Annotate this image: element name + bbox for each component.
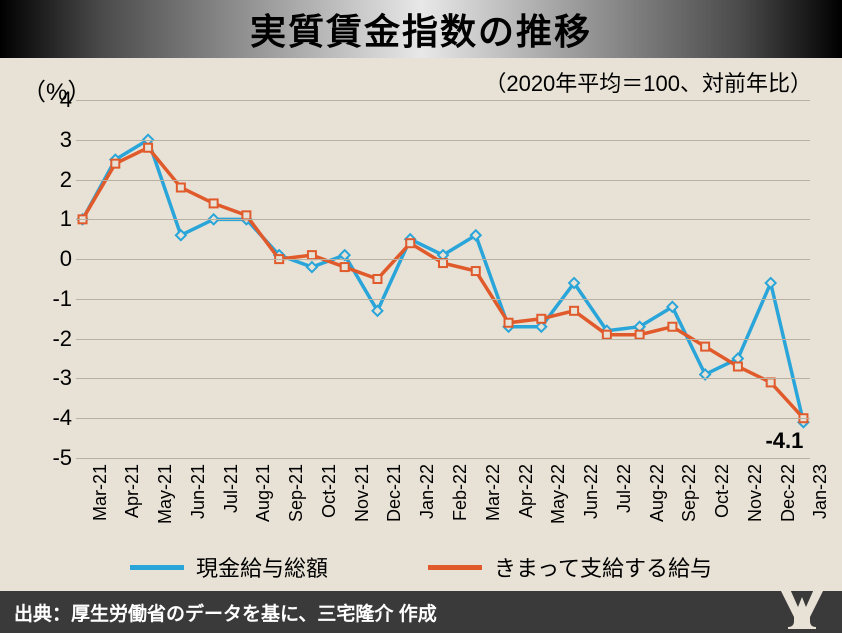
xtick-label: Sep-22	[679, 464, 700, 522]
plot-area	[76, 100, 810, 458]
xtick-label: Apr-22	[516, 464, 537, 518]
data-marker	[767, 378, 775, 386]
xtick-label: Dec-21	[384, 464, 405, 522]
ytick-label: -1	[32, 286, 72, 312]
ytick-label: 4	[32, 87, 72, 113]
xtick-label: Aug-22	[647, 464, 668, 522]
data-marker	[144, 144, 152, 152]
legend-label-2: きまって支給する給与	[494, 551, 712, 583]
data-marker	[505, 319, 513, 327]
source-text: 出典：厚生労働省のデータを基に、三宅隆介 作成	[14, 599, 437, 626]
data-marker	[111, 160, 119, 168]
legend-item-2: きまって支給する給与	[428, 551, 712, 583]
data-marker	[373, 275, 381, 283]
xtick-label: Aug-21	[253, 464, 274, 522]
chart-title: 実質賃金指数の推移	[250, 3, 592, 55]
gridline	[76, 418, 810, 419]
data-marker	[668, 323, 676, 331]
gridline	[76, 100, 810, 101]
gridline	[76, 458, 810, 459]
xtick-label: Jun-22	[581, 464, 602, 519]
ytick-label: 1	[32, 206, 72, 232]
data-marker	[406, 239, 414, 247]
ytick-label: 2	[32, 167, 72, 193]
data-marker	[307, 262, 317, 272]
xtick-label: Nov-21	[352, 464, 373, 522]
source-footer: 出典：厚生労働省のデータを基に、三宅隆介 作成	[0, 591, 842, 633]
xtick-label: Jul-22	[614, 464, 635, 513]
gridline	[76, 140, 810, 141]
xtick-label: Mar-21	[90, 464, 111, 521]
logo-icon	[776, 585, 828, 629]
gridline	[76, 219, 810, 220]
legend-item-1: 現金給与総額	[130, 551, 328, 583]
data-marker	[636, 331, 644, 339]
gridline	[76, 378, 810, 379]
xtick-label: Sep-21	[286, 464, 307, 522]
data-annotation: -4.1	[765, 428, 803, 454]
xtick-label: Apr-21	[122, 464, 143, 518]
ytick-label: -4	[32, 405, 72, 431]
legend: 現金給与総額 きまって支給する給与	[0, 551, 842, 583]
gridline	[76, 259, 810, 260]
xtick-label: Feb-22	[450, 464, 471, 521]
gridline	[76, 180, 810, 181]
data-marker	[537, 315, 545, 323]
line-chart-svg	[76, 100, 810, 458]
data-marker	[603, 331, 611, 339]
data-marker	[177, 184, 185, 192]
data-marker	[472, 267, 480, 275]
xtick-label: Oct-22	[712, 464, 733, 518]
chart-area: 43210-1-2-3-4-5Mar-21Apr-21May-21Jun-21J…	[30, 100, 820, 540]
xtick-label: Oct-21	[319, 464, 340, 518]
title-bar: 実質賃金指数の推移	[0, 0, 842, 58]
data-marker	[439, 259, 447, 267]
ytick-label: 0	[32, 246, 72, 272]
xtick-label: Mar-22	[483, 464, 504, 521]
ytick-label: -2	[32, 326, 72, 352]
xtick-label: Jan-22	[417, 464, 438, 519]
data-marker	[766, 278, 776, 288]
data-marker	[734, 363, 742, 371]
data-marker	[341, 263, 349, 271]
data-marker	[570, 307, 578, 315]
legend-label-1: 現金給与総額	[196, 551, 328, 583]
xtick-label: May-21	[155, 464, 176, 524]
gridline	[76, 299, 810, 300]
data-marker	[210, 199, 218, 207]
ytick-label: -3	[32, 365, 72, 391]
data-marker	[242, 211, 250, 219]
ytick-label: 3	[32, 127, 72, 153]
xtick-label: Dec-22	[778, 464, 799, 522]
gridline	[76, 339, 810, 340]
data-marker	[701, 343, 709, 351]
xtick-label: Jun-21	[188, 464, 209, 519]
xtick-label: Jan-23	[810, 464, 831, 519]
xtick-label: Jul-21	[221, 464, 242, 513]
xtick-label: Nov-22	[745, 464, 766, 522]
series-line	[83, 140, 804, 422]
data-marker	[308, 251, 316, 259]
subtitle: （2020年平均＝100、対前年比）	[484, 66, 812, 98]
legend-swatch-1	[130, 565, 184, 570]
ytick-label: -5	[32, 445, 72, 471]
xtick-label: May-22	[548, 464, 569, 524]
legend-swatch-2	[428, 565, 482, 570]
